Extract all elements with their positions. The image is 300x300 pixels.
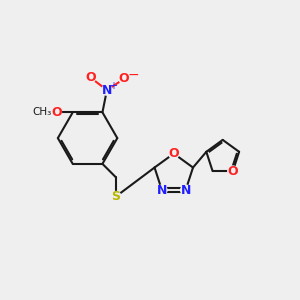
Circle shape: [119, 74, 129, 84]
Circle shape: [157, 185, 167, 195]
Text: CH₃: CH₃: [32, 107, 51, 117]
Text: O: O: [51, 106, 62, 119]
Text: N: N: [181, 184, 191, 196]
Circle shape: [169, 148, 179, 159]
Circle shape: [85, 73, 96, 82]
Circle shape: [111, 191, 121, 202]
Text: N: N: [157, 184, 167, 196]
Text: −: −: [127, 68, 139, 82]
Text: N: N: [102, 84, 112, 97]
Circle shape: [181, 185, 191, 195]
Text: O: O: [227, 165, 238, 178]
Circle shape: [51, 107, 62, 117]
Text: O: O: [85, 71, 96, 84]
Text: O: O: [169, 147, 179, 160]
Circle shape: [228, 166, 238, 176]
Text: O: O: [119, 72, 130, 85]
Text: S: S: [111, 190, 120, 203]
Circle shape: [102, 85, 112, 95]
Text: +: +: [110, 81, 117, 91]
